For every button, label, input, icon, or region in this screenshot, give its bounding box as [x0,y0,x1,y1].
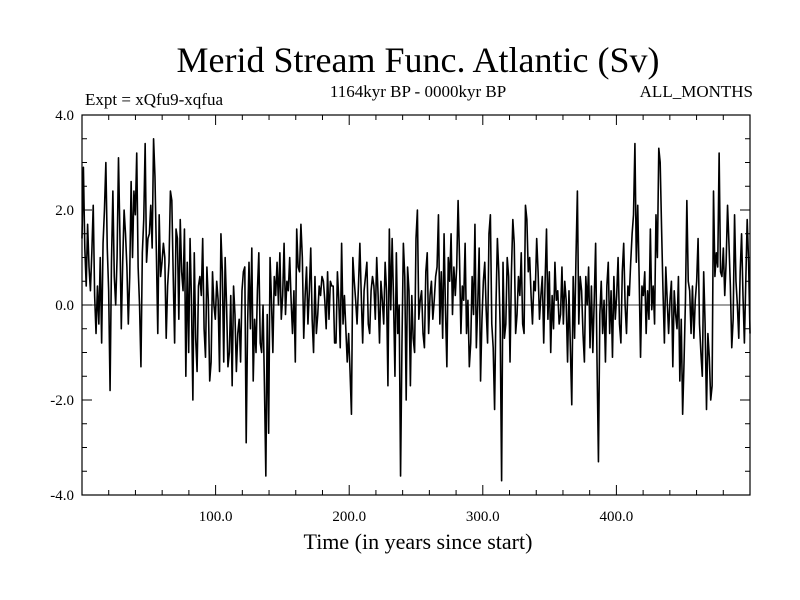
plot-frame [81,114,751,496]
experiment-label: Expt = xQfu9-xqfua [85,90,223,109]
y-tick-label: -4.0 [50,488,74,504]
x-tick-label: 300.0 [466,509,500,525]
y-tick-label: 4.0 [55,108,74,124]
y-tick-label: 2.0 [55,203,74,219]
months-label: ALL_MONTHS [640,82,753,101]
x-axis-label: Time (in years since start) [304,529,533,554]
y-tick-label: -2.0 [50,393,74,409]
x-tick-label: 100.0 [199,509,233,525]
x-tick-labels: 100.0 200.0 300.0 400.0 [199,509,634,525]
y-tick-label: 0.0 [55,298,74,314]
axis-ticks [82,115,750,495]
x-tick-label: 200.0 [332,509,366,525]
series-line [81,137,751,482]
y-tick-labels: 4.0 2.0 0.0 -2.0 -4.0 [50,108,74,504]
time-range-label: 1164kyr BP - 0000kyr BP [330,82,506,101]
x-tick-label: 400.0 [600,509,634,525]
chart-title: Merid Stream Func. Atlantic (Sv) [177,40,660,80]
